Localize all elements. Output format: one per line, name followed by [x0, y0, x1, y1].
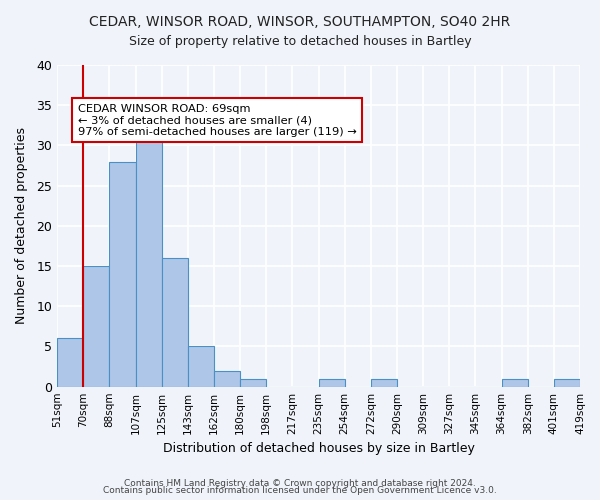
Bar	[240, 378, 266, 386]
X-axis label: Distribution of detached houses by size in Bartley: Distribution of detached houses by size …	[163, 442, 475, 455]
Bar	[161, 258, 188, 386]
Bar	[57, 338, 83, 386]
Y-axis label: Number of detached properties: Number of detached properties	[15, 128, 28, 324]
Text: Contains HM Land Registry data © Crown copyright and database right 2024.: Contains HM Land Registry data © Crown c…	[124, 478, 476, 488]
Bar	[319, 378, 344, 386]
Text: CEDAR WINSOR ROAD: 69sqm
← 3% of detached houses are smaller (4)
97% of semi-det: CEDAR WINSOR ROAD: 69sqm ← 3% of detache…	[78, 104, 357, 137]
Bar	[371, 378, 397, 386]
Bar	[83, 266, 109, 386]
Bar	[214, 370, 240, 386]
Bar	[188, 346, 214, 387]
Bar	[136, 138, 161, 386]
Bar	[554, 378, 580, 386]
Text: Size of property relative to detached houses in Bartley: Size of property relative to detached ho…	[128, 35, 472, 48]
Bar	[109, 162, 136, 386]
Bar	[502, 378, 528, 386]
Text: Contains public sector information licensed under the Open Government Licence v3: Contains public sector information licen…	[103, 486, 497, 495]
Text: CEDAR, WINSOR ROAD, WINSOR, SOUTHAMPTON, SO40 2HR: CEDAR, WINSOR ROAD, WINSOR, SOUTHAMPTON,…	[89, 15, 511, 29]
